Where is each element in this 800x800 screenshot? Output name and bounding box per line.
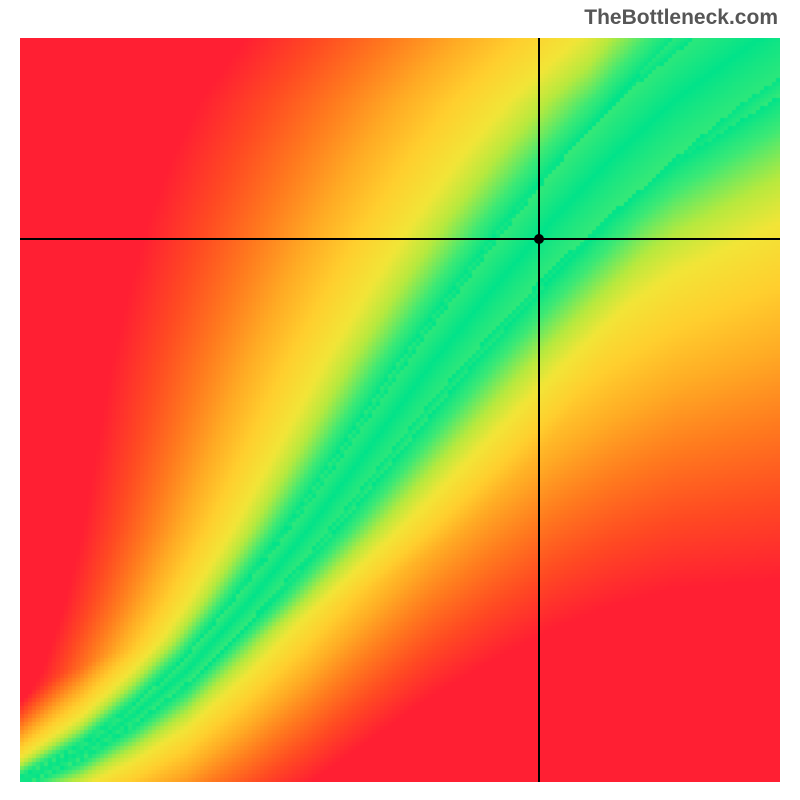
data-point-marker [534, 234, 544, 244]
heatmap-plot [20, 38, 780, 782]
crosshair-vertical [538, 38, 540, 782]
heatmap-canvas [20, 38, 780, 782]
chart-container: TheBottleneck.com [0, 0, 800, 800]
crosshair-horizontal [20, 238, 780, 240]
attribution-text: TheBottleneck.com [584, 6, 778, 30]
